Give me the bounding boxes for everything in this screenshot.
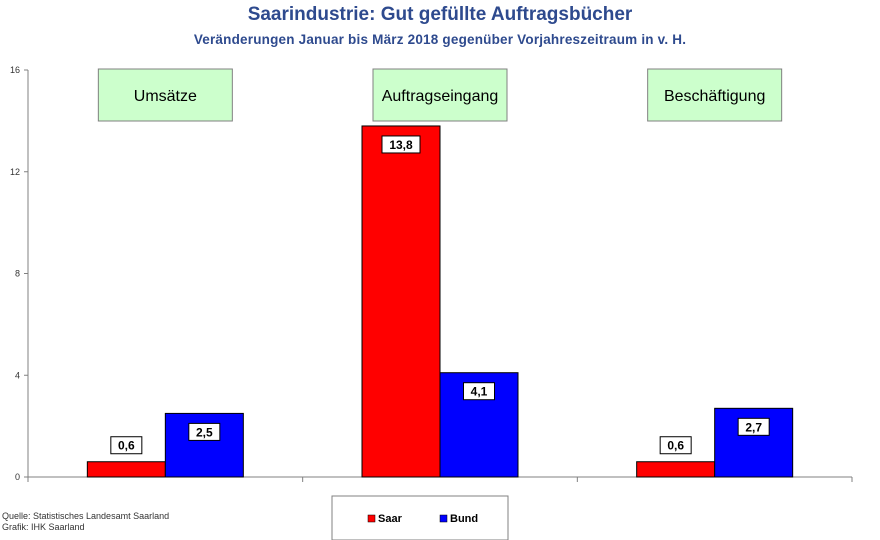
source-note: Quelle: Statistisches Landesamt Saarland… [2,511,169,533]
y-tick-label: 12 [10,167,20,177]
category-label: Umsätze [134,88,197,105]
data-label-box [463,382,495,401]
data-label-box [188,422,221,441]
bar-saar [636,461,716,478]
y-tick-label: 8 [15,269,20,279]
data-label: 2,5 [196,425,213,439]
data-label: 4,1 [471,385,488,399]
legend-box [331,495,509,540]
category-label: Auftragseingang [382,88,499,105]
legend-label-bund: Bund [450,513,478,525]
category-label: Beschäftigung [664,88,765,105]
legend-swatch-bund [439,514,448,523]
bar-saar [361,125,441,478]
category-label-box [647,68,783,122]
y-tick-label: 0 [15,472,20,482]
bar-saar [86,461,166,478]
data-label: 13,8 [389,138,413,152]
source-line: Quelle: Statistisches Landesamt Saarland [2,511,170,521]
y-tick-label: 16 [10,65,20,75]
category-label-box [97,68,233,122]
data-label: 0,6 [667,439,684,453]
data-label-box [381,135,421,154]
y-tick-label: 4 [15,370,20,380]
graphic-line: Grafik: IHK Saarland [2,522,85,532]
legend-swatch-saar [367,514,376,523]
data-label-box [737,417,770,436]
chart-subtitle: Veränderungen Januar bis März 2018 gegen… [193,32,687,47]
chart-title: Saarindustrie: Gut gefüllte Auftragsbüch… [247,4,633,25]
data-label: 2,7 [745,420,762,434]
legend-label-saar: Saar [378,513,403,525]
data-label-box [110,436,143,455]
data-label: 0,6 [118,439,135,453]
data-label-box [659,436,692,455]
category-label-box [372,68,508,122]
